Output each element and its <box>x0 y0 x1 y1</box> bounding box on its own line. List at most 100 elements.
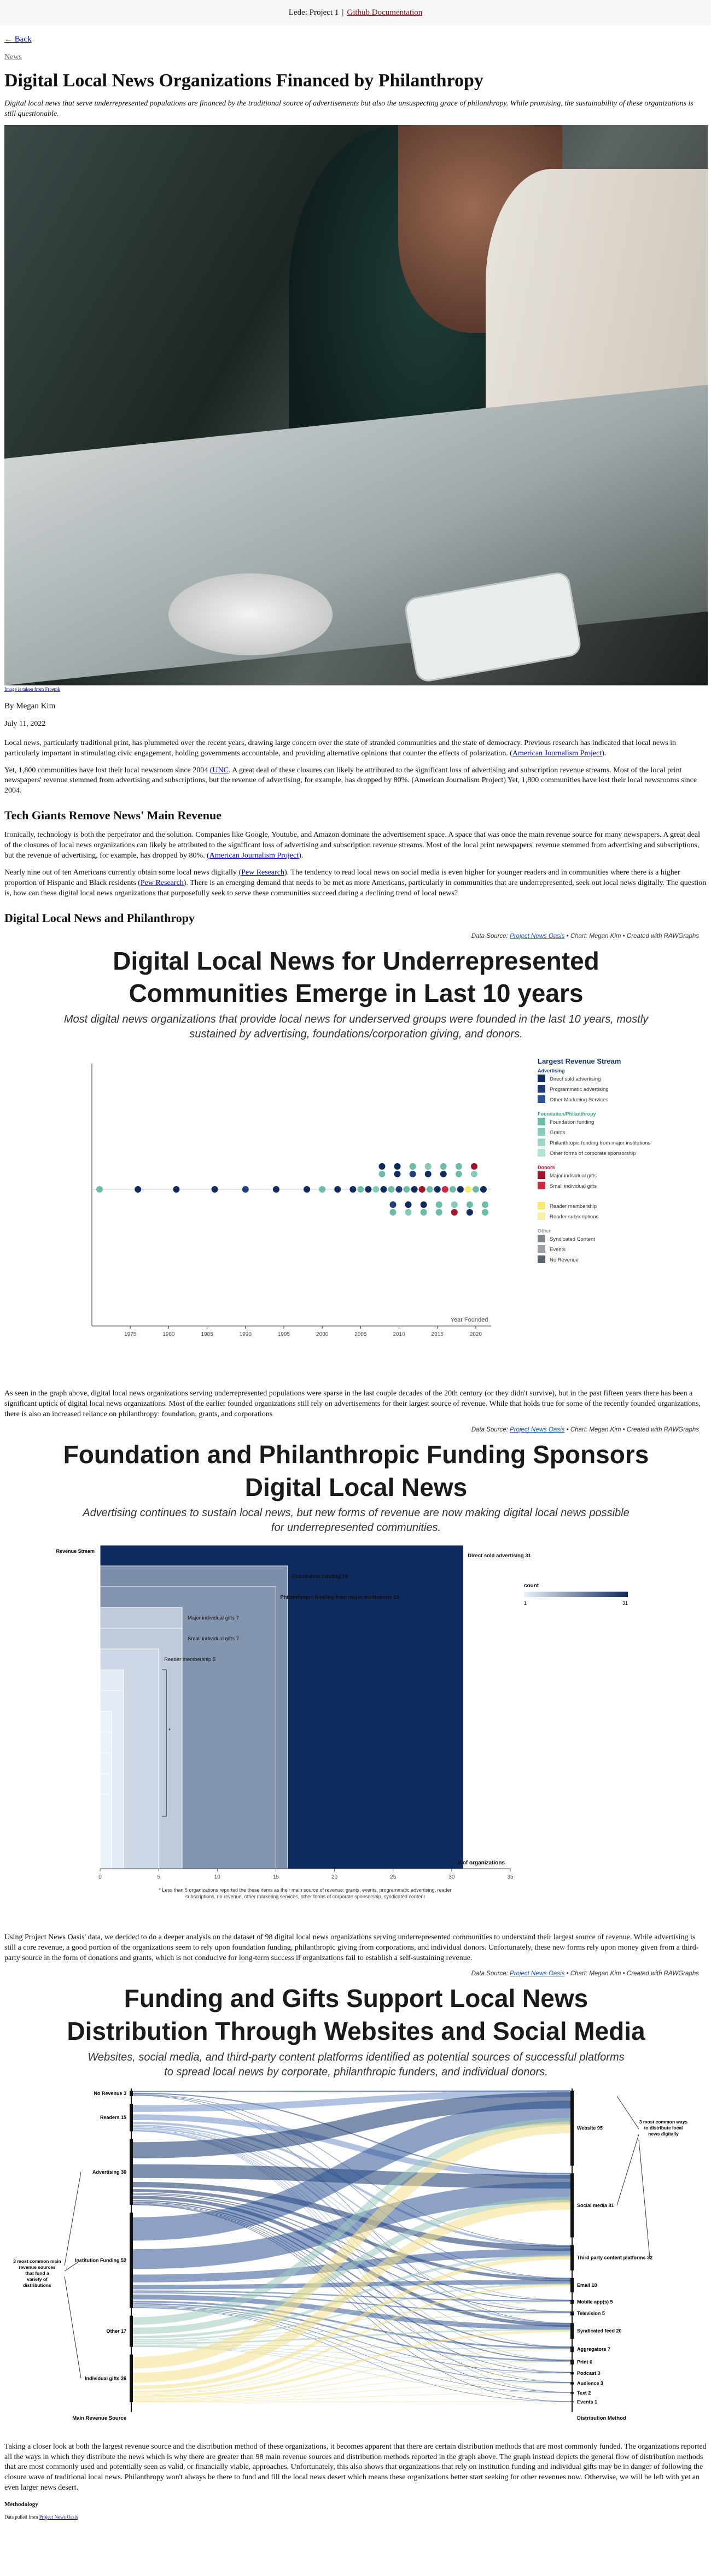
chart1-point <box>394 1171 401 1178</box>
chart1-legend-label: No Revenue <box>550 1257 579 1263</box>
chart1-legend-swatch <box>538 1171 545 1180</box>
chart3-flow <box>132 2313 571 2342</box>
chart1-point <box>409 1171 416 1178</box>
chart1-point <box>96 1186 103 1193</box>
chart1-legend-swatch <box>538 1118 545 1126</box>
chart1-point <box>319 1186 326 1193</box>
chart3-subtitle: Websites, social media, and third-party … <box>88 2051 625 2078</box>
chart1-legend-label: Programmatic advertising <box>550 1087 609 1093</box>
chart1-x-tick-label: 2015 <box>432 1331 444 1337</box>
chart1-legend-label: Other Marketing Services <box>550 1097 608 1103</box>
chart3-flow <box>132 2126 571 2301</box>
chart3-target-label: Syndicated feed 20 <box>577 2328 622 2333</box>
chart2-note-2: subscriptions, no revenue, other marketi… <box>185 1894 425 1899</box>
chart1-legend-swatch <box>538 1085 545 1093</box>
chart1-point <box>470 1163 477 1170</box>
unc-link[interactable]: (UNC <box>209 766 229 774</box>
chart1-point <box>211 1186 218 1193</box>
chart1-point <box>424 1171 432 1178</box>
chart1-point <box>424 1163 432 1170</box>
chart3-flow <box>132 2348 571 2399</box>
chart2-source-link[interactable]: Project News Oasis <box>510 1426 565 1433</box>
chart-revenue: Foundation and Philanthropic Funding Spo… <box>4 1439 707 1920</box>
chart1-point <box>480 1186 487 1193</box>
chart3-left-annotation: distributions <box>23 2282 51 2288</box>
chart1-point <box>481 1201 488 1208</box>
chart-founded: Digital Local News for Underrepresented … <box>4 945 707 1377</box>
chart2-x-tick-label: 35 <box>507 1874 514 1880</box>
chart1-point <box>378 1171 386 1178</box>
chart1-point <box>272 1186 279 1193</box>
chart2-x-tick-label: 25 <box>390 1874 397 1880</box>
methodology-link[interactable]: Project News Oasis <box>39 2514 78 2520</box>
chart1-legend-label: Direct sold advertising <box>550 1076 601 1082</box>
chart1-point <box>380 1186 387 1193</box>
chart1-point <box>242 1186 249 1193</box>
chart2-x-tick-label: 0 <box>98 1874 102 1880</box>
chart2-bar-label: Direct sold advertising 31 <box>468 1553 531 1559</box>
ajp-link-1[interactable]: (American Journalism Project) <box>510 749 604 758</box>
article-title: Digital Local News Organizations Finance… <box>4 71 483 91</box>
chart2-x-tick-label: 15 <box>273 1874 279 1880</box>
chart1-point <box>466 1209 473 1216</box>
chart3-right-annotation-lines <box>616 2096 650 2258</box>
chart1-x-tick-label: 2000 <box>316 1331 329 1337</box>
chart2-bar-label: Reader membership 5 <box>164 1657 215 1663</box>
chart1-point <box>173 1186 180 1193</box>
chart3-flow <box>132 2282 571 2341</box>
chart1-x-tick-label: 1995 <box>278 1331 290 1337</box>
chart3-flow <box>132 2373 571 2401</box>
chart2-bracket-star: * <box>168 1728 171 1734</box>
chart1-x-tick-label: 1985 <box>201 1331 213 1337</box>
chart2-axis-label: Revenue Stream <box>56 1548 95 1554</box>
chart1-x-tick-label: 2010 <box>393 1331 405 1337</box>
chart3-target-label: Television 5 <box>577 2310 605 2316</box>
chart3-flow <box>132 2199 571 2383</box>
chart3-left-annotation: that fund a <box>25 2270 49 2276</box>
chart3-target-label: Aggregators 7 <box>577 2346 610 2352</box>
chart1-point <box>365 1186 372 1193</box>
chart1-point <box>440 1171 447 1178</box>
chart1-point <box>394 1163 401 1170</box>
chart1-source-link[interactable]: Project News Oasis <box>510 932 565 940</box>
chart1-point <box>403 1186 410 1193</box>
chart1-point <box>455 1163 462 1170</box>
chart3-flow <box>132 2329 571 2398</box>
chart3-target-label: Mobile app(s) 5 <box>577 2299 613 2304</box>
pew-link-2[interactable]: (Pew Research <box>138 878 184 887</box>
chart2-x-tick-label: 30 <box>448 1874 455 1880</box>
chart2-legend-min: 1 <box>524 1600 527 1606</box>
chart1-legend-group: Advertising <box>538 1068 565 1073</box>
photo-credit-link[interactable]: Image is taken from Freepik <box>4 686 60 692</box>
chart1-legend-label: Reader membership <box>550 1204 597 1210</box>
chart3-source-link[interactable]: Project News Oasis <box>510 1970 565 1978</box>
chart2-legend-title: count <box>524 1583 539 1589</box>
chart2-x-tick-label: 20 <box>331 1874 338 1880</box>
chart-sankey: Funding and Gifts Support Local News Dis… <box>4 1982 707 2431</box>
github-link[interactable]: Github Documentation <box>347 8 423 17</box>
chart1-x-tick-label: 1980 <box>162 1331 175 1337</box>
chart3-flow <box>132 2284 571 2393</box>
section-kicker[interactable]: News <box>4 53 22 61</box>
chart1-point <box>481 1209 488 1216</box>
chart3-flow <box>132 2114 571 2179</box>
chart1-legend-swatch <box>538 1202 545 1210</box>
chart2-x-tick-label: 10 <box>214 1874 221 1880</box>
chart1-point <box>451 1209 458 1216</box>
back-link[interactable]: ← Back <box>4 35 32 44</box>
chart1-legend-swatch <box>538 1212 545 1220</box>
chart2-bar <box>100 1794 112 1869</box>
pew-link-1[interactable]: (Pew Research <box>238 868 285 877</box>
top-nav: Lede: Project 1 | Github Documentation <box>0 0 711 25</box>
nav-separator: | <box>342 8 344 17</box>
chart1-point <box>388 1186 395 1193</box>
chart1-point <box>389 1209 397 1216</box>
chart3-flow <box>132 2361 571 2401</box>
chart1-legend-group: Other <box>538 1228 551 1234</box>
chart3-flow <box>132 2092 571 2158</box>
chart1-svg: 1975 1980 1985 1990 1995 2000 2005 2010 2015 2020… <box>91 1057 651 1337</box>
chart1-point <box>426 1186 433 1193</box>
ajp-link-2[interactable]: (American Journalism Project) <box>207 852 301 860</box>
article-dek: Digital local news that serve underrepre… <box>4 99 693 118</box>
chart1-legend-swatch <box>538 1255 545 1264</box>
